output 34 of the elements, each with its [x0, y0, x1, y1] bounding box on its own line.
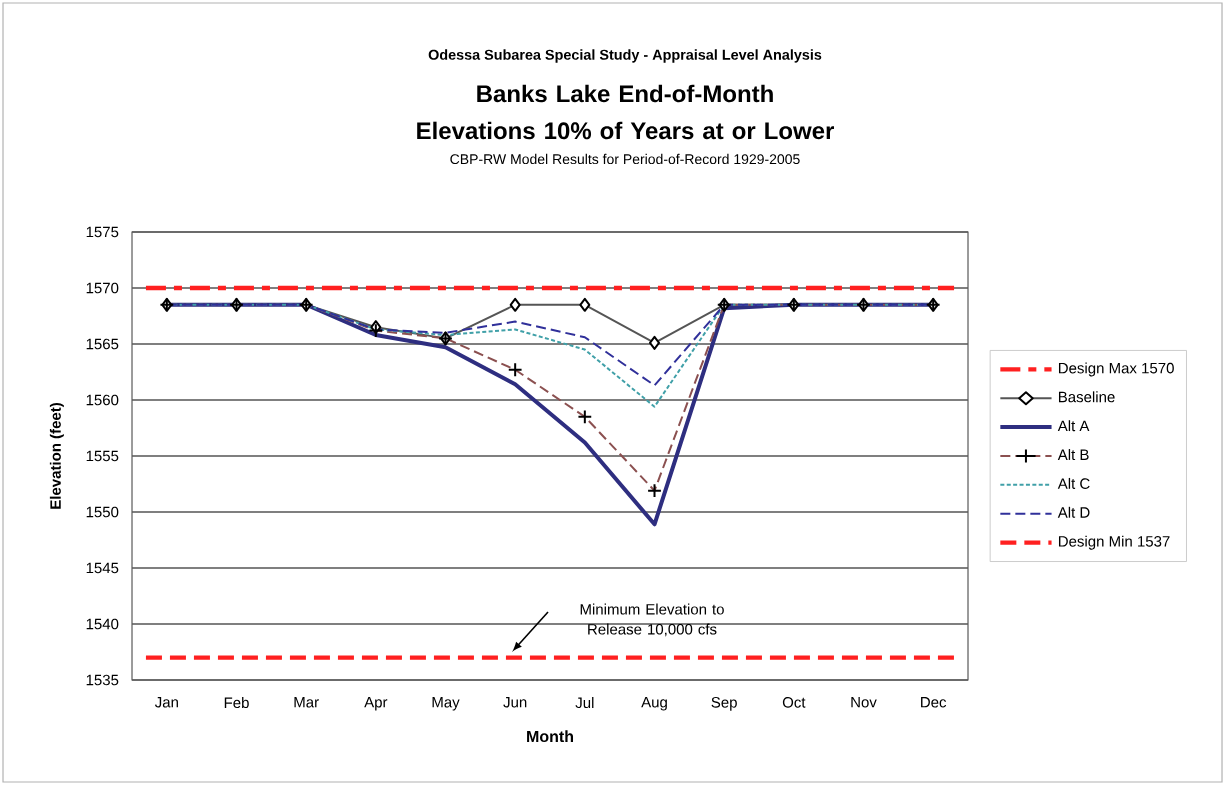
- y-tick-label: 1545: [86, 562, 119, 574]
- y-tick-label: 1540: [86, 618, 119, 630]
- x-tick-label: Nov: [851, 697, 877, 708]
- legend-label: Alt B: [1057, 449, 1089, 461]
- y-axis-title: Elevation (feet): [49, 403, 64, 509]
- x-tick-label: Feb: [224, 697, 249, 709]
- y-tick-label: 1550: [86, 506, 119, 518]
- y-tick-label: 1575: [86, 226, 119, 238]
- y-tick-label: 1560: [86, 394, 119, 406]
- legend-label: Alt C: [1057, 477, 1090, 489]
- x-tick-label: Aug: [641, 697, 667, 711]
- x-tick-label: Sep: [711, 697, 737, 711]
- text: Odessa Subarea Special Study - Appraisal Level Analysis: [428, 49, 822, 63]
- x-tick-label: Jan: [154, 697, 178, 708]
- chart-title: Banks Lake End-of-Month Elevations 10% of Years at or Lower: [417, 84, 835, 140]
- chart-subtitle: CBP-RW Model Results for Period-of-Record 1929-2005: [450, 153, 800, 165]
- x-tick-label: Dec: [921, 697, 947, 708]
- y-tick-label: 1570: [86, 282, 119, 294]
- x-tick-label: Oct: [782, 697, 806, 708]
- legend-label: Baseline: [1058, 391, 1115, 403]
- y-tick-label: 1565: [86, 338, 119, 350]
- x-tick-label: Apr: [364, 697, 388, 711]
- y-tick-label: 1535: [86, 674, 119, 686]
- x-axis-title: Month: [527, 730, 574, 743]
- legend-label: Design Min 1537: [1058, 535, 1170, 550]
- x-tick-label: May: [432, 697, 460, 711]
- x-tick-label: Jul: [575, 697, 594, 709]
- x-tick-label: Jun: [503, 697, 527, 708]
- annotation: Minimum Elevation to Release 10,000 cfs: [580, 603, 724, 637]
- legend-label: Alt D: [1057, 506, 1090, 518]
- x-tick-label: Mar: [294, 697, 319, 708]
- y-tick-label: 1555: [86, 450, 119, 462]
- legend-label: Alt A: [1057, 420, 1090, 432]
- legend-label: Design Max 1570: [1058, 362, 1174, 377]
